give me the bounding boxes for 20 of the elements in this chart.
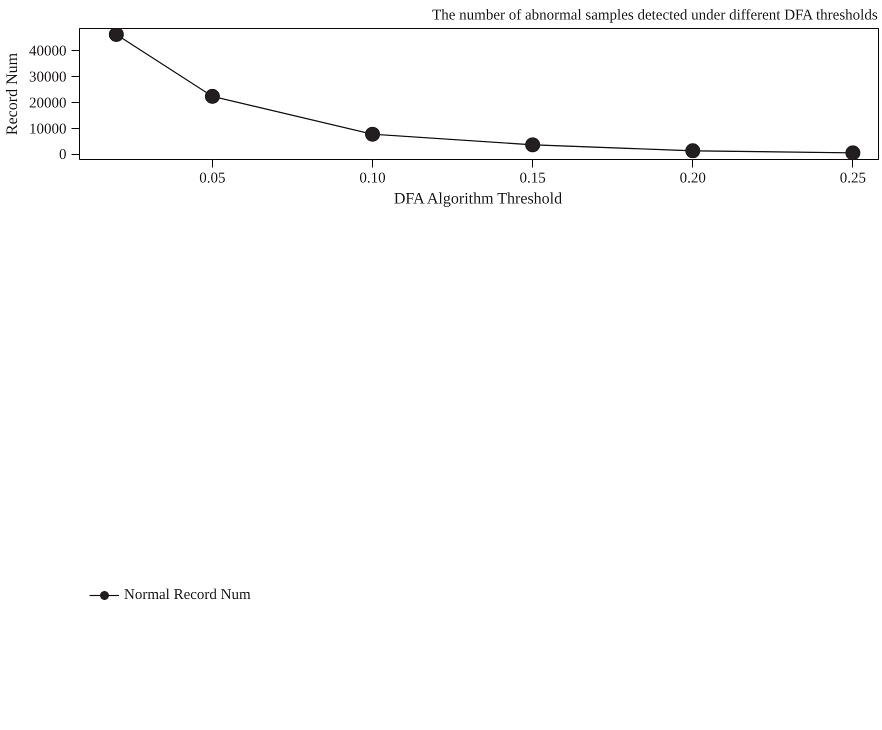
point	[845, 145, 860, 160]
x-tick-label: 0.10	[359, 170, 386, 186]
point	[365, 126, 380, 142]
x-tick-label: 0.25	[840, 170, 866, 186]
point	[204, 88, 220, 104]
y-axis-title: Record Num	[4, 52, 21, 136]
y-tick-label: 20000	[29, 95, 66, 112]
point	[685, 143, 700, 158]
x-axis-title: DFA Algorithm Threshold	[394, 190, 562, 208]
x-tick-label: 0.20	[680, 170, 706, 186]
y-tick-label: 10000	[29, 121, 66, 138]
legend-label: Normal Record Num	[124, 586, 251, 604]
x-tick-label: 0.05	[199, 170, 226, 186]
chart-title: The number of abnormal samples detected under different DFA thresholds	[432, 8, 878, 24]
point	[108, 28, 124, 42]
x-tick-label: 0.15	[520, 170, 546, 186]
point	[525, 137, 540, 152]
y-tick-label: 30000	[29, 69, 66, 86]
y-tick-label: 40000	[29, 44, 66, 60]
y-tick-label: 0	[59, 147, 66, 164]
